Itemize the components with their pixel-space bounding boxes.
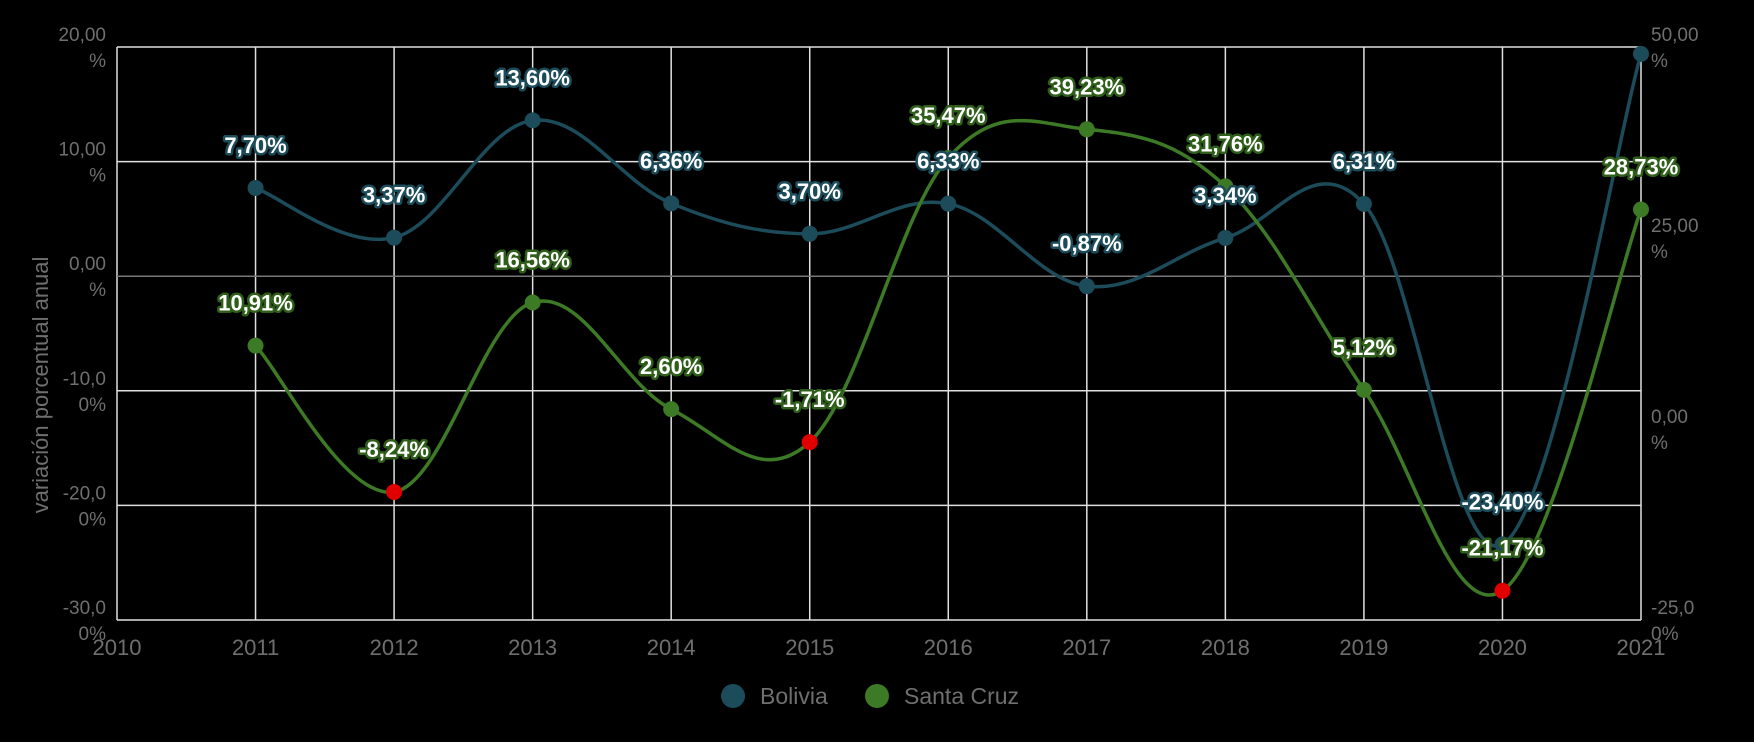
x-tick-label-2016: 2016 (924, 635, 973, 660)
x-tick-label-2014: 2014 (647, 635, 696, 660)
y-left-tick-unit: % (89, 280, 106, 301)
data-label-bolivia-2019: 6,31% (1333, 149, 1395, 174)
y-right-tick-unit: % (1651, 51, 1668, 72)
data-point-bolivia-2013[interactable] (524, 112, 541, 129)
data-point-santa-cruz-2021[interactable] (1633, 201, 1649, 218)
legend-swatch-bolivia (721, 684, 745, 708)
x-tick-label-2020: 2020 (1478, 635, 1527, 660)
data-point-santa-cruz-2013[interactable] (524, 294, 541, 311)
data-point-santa-cruz-2018[interactable] (1217, 178, 1234, 195)
data-point-bolivia-2020[interactable] (1494, 536, 1511, 553)
data-label-bolivia-2018: 3,34% (1194, 183, 1256, 208)
data-point-bolivia-2012[interactable] (386, 229, 403, 246)
series-layer (247, 45, 1649, 599)
data-label-bolivia-2015: 3,70% (779, 179, 841, 204)
y-left-tick-label: -20,0 (63, 483, 106, 504)
data-label-santa-cruz-2019: 5,12% (1333, 335, 1395, 360)
legend-swatch-santa-cruz (865, 684, 889, 708)
y-right-tick-label: -25,0 (1651, 598, 1694, 619)
data-point-bolivia-2014[interactable] (663, 195, 680, 212)
x-tick-label-2012: 2012 (370, 635, 419, 660)
data-label-bolivia-2012: 3,37% (363, 183, 425, 208)
y-right-tick-unit: % (1651, 242, 1668, 263)
data-point-bolivia-2015[interactable] (801, 225, 818, 242)
y-left-tick-label: -10,0 (63, 369, 106, 390)
legend-item-santa-cruz[interactable]: Santa Cruz (865, 683, 1019, 709)
x-tick-label-2017: 2017 (1062, 635, 1111, 660)
data-point-santa-cruz-2015[interactable] (801, 434, 818, 451)
y-right-tick-label: 50,00 (1651, 25, 1699, 46)
legend-label-bolivia: Bolivia (760, 683, 828, 709)
data-label-santa-cruz-2021: 28,73% (1604, 155, 1679, 180)
data-label-santa-cruz-2018: 31,76% (1188, 131, 1263, 156)
y-right-tick-label: 25,00 (1651, 216, 1699, 237)
x-tick-label-2021: 2021 (1617, 635, 1666, 660)
data-point-bolivia-2011[interactable] (247, 179, 264, 196)
x-tick-label-2015: 2015 (785, 635, 834, 660)
data-label-santa-cruz-2013: 16,56% (495, 247, 570, 272)
data-label-santa-cruz-2014: 2,60% (640, 354, 702, 379)
data-label-bolivia-2020: -23,40% (1461, 489, 1543, 514)
data-label-santa-cruz-2012: -8,24% (359, 437, 429, 462)
legend-item-bolivia[interactable]: Bolivia (721, 683, 828, 709)
data-label-bolivia-2017: -0,87% (1052, 231, 1122, 256)
data-point-santa-cruz-2017[interactable] (1078, 121, 1095, 138)
data-point-bolivia-2019[interactable] (1355, 195, 1372, 212)
data-point-bolivia-2016[interactable] (940, 195, 957, 212)
grid (116, 46, 1642, 621)
data-label-santa-cruz-2016: 35,47% (911, 103, 986, 128)
data-label-santa-cruz-2020: -21,17% (1461, 536, 1543, 561)
x-tick-label-2013: 2013 (508, 635, 557, 660)
data-label-bolivia-2016: 6,33% (917, 149, 979, 174)
data-point-santa-cruz-2020[interactable] (1494, 582, 1511, 599)
y-right-tick-unit: % (1651, 433, 1668, 454)
x-tick-label-2019: 2019 (1339, 635, 1388, 660)
y-left-tick-label: 0,00 (69, 254, 106, 275)
y-left-tick-unit: % (89, 166, 106, 187)
data-labels: 7,70% 3,37% 13,60% 6,36% 3,70% 6,33% -0,87% 3,3… (216, 63, 1681, 563)
legend[interactable]: Bolivia Santa Cruz (721, 683, 1019, 709)
data-point-santa-cruz-2019[interactable] (1355, 381, 1372, 398)
y-right-tick-unit: 0% (1651, 624, 1679, 645)
data-point-bolivia-2018[interactable] (1217, 229, 1234, 246)
data-label-bolivia-2011: 7,70% (224, 133, 286, 158)
data-label-santa-cruz-2011: 10,91% (218, 291, 293, 316)
series-bolivia (247, 45, 1649, 553)
data-label-bolivia-2014: 6,36% (640, 148, 702, 173)
data-label-santa-cruz-2015: -1,71% (775, 387, 845, 412)
y-left-tick-label: -30,0 (63, 598, 106, 619)
data-point-bolivia-2021[interactable] (1633, 45, 1649, 62)
y-left-tick-unit: 0% (79, 624, 107, 645)
data-label-santa-cruz-2017: 39,23% (1050, 74, 1125, 99)
y-left-tick-unit: 0% (79, 395, 107, 416)
y-left-tick-label: 10,00 (58, 140, 106, 161)
x-tick-label-2010: 2010 (93, 635, 142, 660)
data-point-santa-cruz-2011[interactable] (247, 337, 264, 354)
data-point-santa-cruz-2014[interactable] (663, 401, 680, 418)
legend-label-santa-cruz: Santa Cruz (904, 683, 1019, 709)
x-tick-label-2018: 2018 (1201, 635, 1250, 660)
y-right-tick-label: 0,00 (1651, 407, 1688, 428)
axes: 2010 2011 2012 2013 2014 2015 2016 2017 2018 2019… (58, 25, 1698, 660)
y-left-tick-unit: % (89, 51, 106, 72)
data-label-bolivia-2013: 13,60% (495, 65, 570, 90)
data-point-santa-cruz-2012[interactable] (386, 483, 403, 500)
y-left-tick-label: 20,00 (58, 25, 106, 46)
x-tick-label-2011: 2011 (232, 635, 279, 660)
y-left-tick-unit: 0% (79, 509, 107, 530)
y-axis-label: variación porcentual anual (28, 257, 53, 514)
data-point-bolivia-2017[interactable] (1078, 278, 1095, 295)
series-santa-cruz (247, 118, 1649, 599)
data-point-santa-cruz-2016[interactable] (940, 150, 957, 167)
series-line-bolivia (254, 53, 1643, 548)
